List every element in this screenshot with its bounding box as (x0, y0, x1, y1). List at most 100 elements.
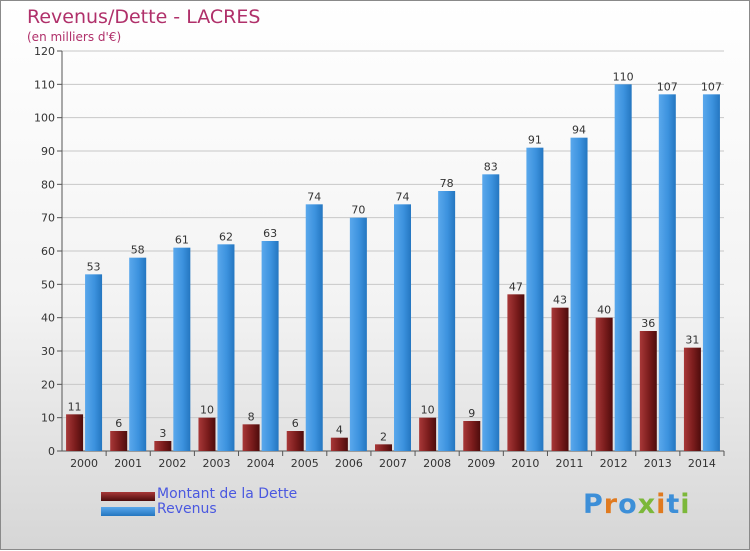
data-label-revenus: 107 (657, 80, 678, 93)
bar-revenus (438, 191, 456, 451)
bar-dette (375, 444, 392, 451)
x-tick-label: 2009 (467, 457, 495, 470)
bar-revenus (129, 257, 147, 451)
x-tick-label: 2012 (600, 457, 628, 470)
bar-revenus (482, 174, 500, 452)
bar-dette (683, 347, 701, 451)
bar-dette (198, 417, 216, 451)
data-label-dette: 43 (553, 294, 567, 307)
proxiti-logo: Proxiti (583, 489, 691, 520)
data-label-revenus: 110 (613, 70, 634, 83)
legend-swatch-dette (101, 492, 155, 501)
bar-revenus (394, 204, 411, 451)
data-label-revenus: 70 (351, 204, 365, 217)
y-tick-label: 30 (41, 345, 55, 358)
data-label-revenus: 53 (87, 260, 101, 273)
bar-dette (330, 437, 348, 451)
y-tick-label: 50 (41, 278, 55, 291)
x-tick-label: 2003 (202, 457, 230, 470)
bar-revenus (261, 241, 279, 451)
chart-title: Revenus/Dette - LACRES (27, 6, 261, 28)
bar-revenus (349, 217, 367, 451)
data-label-revenus: 62 (219, 230, 233, 243)
y-tick-label: 0 (48, 445, 55, 458)
data-labels: 1153658361106286367447027410789834791439… (68, 70, 722, 443)
logo-letter: i (680, 489, 691, 520)
bar-revenus (658, 94, 676, 451)
legend-swatch-revenus (101, 507, 155, 516)
y-tick-label: 70 (41, 212, 55, 225)
bar-dette (551, 307, 569, 451)
x-tick-label: 2010 (511, 457, 539, 470)
data-label-revenus: 83 (484, 160, 498, 173)
x-tick-label: 2006 (335, 457, 363, 470)
data-label-dette: 31 (685, 334, 699, 347)
y-tick-label: 120 (34, 45, 55, 58)
data-label-dette: 4 (336, 424, 343, 437)
bar-revenus (570, 137, 588, 451)
bar-revenus (217, 244, 235, 451)
logo-letter: t (666, 489, 681, 520)
data-label-revenus: 107 (701, 80, 722, 93)
y-tick-label: 80 (41, 178, 55, 191)
y-tick-label: 10 (41, 412, 55, 425)
bars (66, 84, 720, 452)
legend-label-dette: Montant de la Dette (157, 486, 298, 502)
x-tick-label: 2008 (423, 457, 451, 470)
bar-revenus (173, 247, 191, 451)
bar-dette (463, 421, 481, 451)
bar-revenus (85, 274, 103, 451)
chart-subtitle: (en milliers d'€) (27, 30, 122, 44)
data-label-revenus: 63 (263, 227, 277, 240)
data-label-dette: 6 (115, 417, 122, 430)
y-axis-ticks: 0 10 20 30 40 50 60 70 80 90 100 110 120 (34, 45, 724, 458)
data-label-dette: 36 (641, 317, 655, 330)
bar-dette (639, 331, 657, 451)
data-label-dette: 3 (159, 427, 166, 440)
bar-dette (419, 417, 437, 451)
data-label-revenus: 58 (131, 244, 145, 257)
bar-dette (66, 414, 84, 451)
data-label-revenus: 74 (307, 190, 321, 203)
logo-letter: o (618, 489, 638, 520)
data-label-revenus: 94 (572, 124, 586, 137)
data-label-dette: 40 (597, 304, 611, 317)
y-tick-label: 40 (41, 312, 55, 325)
data-label-dette: 6 (292, 417, 299, 430)
data-label-dette: 10 (200, 404, 214, 417)
data-label-dette: 47 (509, 280, 523, 293)
legend-label-revenus: Revenus (157, 501, 217, 517)
x-tick-label: 2011 (556, 457, 584, 470)
logo-letter: P (583, 489, 604, 520)
x-tick-label: 2004 (247, 457, 275, 470)
x-tick-label: 2014 (688, 457, 716, 470)
data-label-dette: 9 (468, 407, 475, 420)
data-label-dette: 11 (68, 400, 82, 413)
x-tick-label: 2005 (291, 457, 319, 470)
bar-dette (286, 431, 304, 451)
data-label-dette: 10 (421, 404, 435, 417)
bar-dette (242, 424, 260, 451)
logo-letter: r (603, 489, 619, 520)
grid-lines (62, 50, 724, 452)
bar-dette (595, 317, 613, 451)
bar-revenus (526, 147, 544, 451)
y-tick-label: 110 (34, 78, 55, 91)
bar-dette (110, 431, 128, 451)
bar-dette (154, 441, 172, 451)
bar-dette (507, 294, 525, 451)
logo-letter: x (637, 489, 657, 520)
bar-revenus (305, 204, 323, 451)
x-tick-label: 2001 (114, 457, 142, 470)
x-tick-label: 2000 (70, 457, 98, 470)
x-tick-label: 2013 (644, 457, 672, 470)
y-tick-label: 90 (41, 145, 55, 158)
data-label-revenus: 78 (440, 177, 454, 190)
data-label-dette: 2 (380, 430, 387, 443)
x-axis-ticks: 2000 2001 2002 2003 2004 2005 2006 2007 2008 2009… (70, 451, 725, 470)
data-label-revenus: 91 (528, 134, 542, 147)
y-tick-label: 100 (34, 112, 55, 125)
x-tick-label: 2007 (379, 457, 407, 470)
data-label-revenus: 61 (175, 234, 189, 247)
